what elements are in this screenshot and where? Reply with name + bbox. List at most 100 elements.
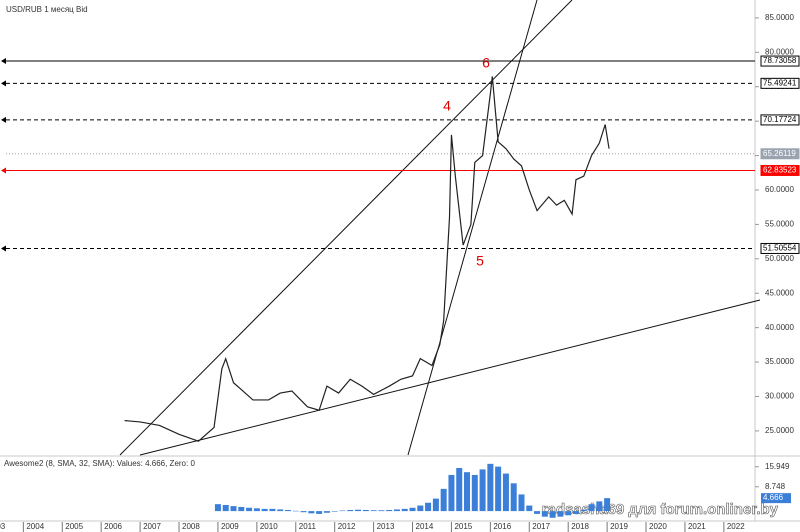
- x-tick-label: 2017: [532, 522, 550, 531]
- oscillator-bar: [417, 505, 424, 512]
- trend-line: [407, 0, 538, 456]
- oscillator-bar: [409, 507, 416, 512]
- trend-line: [139, 299, 761, 456]
- level-label: 78.73058: [763, 56, 797, 65]
- oscillator-bar: [479, 469, 486, 512]
- level-label-box: [760, 242, 800, 254]
- oscillator-bar: [565, 511, 572, 516]
- oscillator-bar: [284, 509, 291, 512]
- y-tick-label: 85.0000: [765, 13, 794, 22]
- x-tick-label: 2018: [571, 522, 589, 531]
- x-tick-label: 2014: [416, 522, 434, 531]
- oscillator-bar: [238, 506, 245, 512]
- oscillator-bar: [355, 509, 362, 512]
- oscillator-bar: [222, 504, 229, 512]
- level-arrow: [1, 80, 6, 87]
- x-tick-label: 2009: [221, 522, 239, 531]
- oscillator-bar: [580, 509, 587, 512]
- x-tick-label: 2012: [338, 522, 356, 531]
- wave-label: 4: [443, 98, 451, 114]
- oscillator-bar: [526, 505, 533, 512]
- oscillator-bar: [378, 510, 385, 512]
- oscillator-bar: [277, 509, 284, 512]
- level-label: 62.83523: [763, 166, 797, 175]
- x-tick-label: 2011: [299, 522, 317, 531]
- oscillator-bar: [502, 473, 509, 512]
- level-label: 51.50554: [763, 244, 797, 253]
- x-tick-label: 2006: [104, 522, 122, 531]
- oscillator-bar: [510, 483, 517, 512]
- y-tick-label: 35.0000: [765, 357, 794, 366]
- oscillator-bar: [393, 509, 400, 512]
- oscillator-bar: [386, 509, 393, 512]
- oscillator-bar: [316, 511, 323, 514]
- y-tick-label: 30.0000: [765, 392, 794, 401]
- oscillator-bar: [308, 511, 315, 514]
- value-label: 4.666: [763, 493, 784, 502]
- oscillator-bar: [362, 509, 369, 512]
- oscillator-bar: [440, 488, 447, 512]
- level-label-box: [760, 77, 800, 89]
- oscillator-bar: [596, 501, 603, 512]
- level-label: 75.49241: [763, 78, 797, 87]
- chart-title: USD/RUB 1 месяц Bid: [6, 5, 88, 14]
- oscillator-bar: [541, 511, 548, 517]
- oscillator-bar: [331, 511, 338, 512]
- oscillator-bar: [214, 504, 221, 512]
- wave-label: 5: [476, 253, 484, 269]
- y-tick-label: 80.0000: [765, 47, 794, 56]
- oscillator-bar: [339, 510, 346, 512]
- oscillator-bar: [557, 511, 564, 517]
- oscillator-bar: [572, 511, 579, 514]
- level-label-box: [760, 164, 800, 176]
- trend-line: [119, 0, 573, 456]
- x-tick-label: 2015: [454, 522, 472, 531]
- x-tick-label: 2022: [727, 522, 745, 531]
- indicator-title: Awesome2 (8, SMA, 32, SMA): Values: 4.66…: [4, 459, 195, 468]
- level-label: 70.17724: [763, 115, 797, 124]
- y-tick-label: 60.0000: [765, 185, 794, 194]
- x-tick-label: 2004: [26, 522, 44, 531]
- y-tick-label: 55.0000: [765, 220, 794, 229]
- x-tick-label: 2016: [493, 522, 511, 531]
- value-label-box: [761, 493, 791, 504]
- x-tick-label: 2020: [649, 522, 667, 531]
- oscillator-bar: [448, 474, 455, 512]
- x-tick-label: 2021: [688, 522, 706, 531]
- oscillator-bar: [534, 511, 541, 514]
- x-tick-label: 2007: [143, 522, 161, 531]
- oscillator-bar: [323, 511, 330, 513]
- price-line: [124, 76, 610, 442]
- oscillator-bar: [246, 507, 253, 512]
- x-tick-label: 2008: [182, 522, 200, 531]
- oscillator-bar: [370, 510, 377, 512]
- oscillator-bar: [604, 498, 611, 512]
- x-tick-label: 2005: [65, 522, 83, 531]
- oscillator-bar: [253, 508, 260, 512]
- oscillator-bar: [471, 474, 478, 512]
- y-tick-label: 45.0000: [765, 288, 794, 297]
- y-tick-label: 50.0000: [765, 254, 794, 263]
- oscillator-bar: [425, 502, 432, 512]
- wave-label: 6: [482, 55, 490, 71]
- level-label-box: [760, 55, 800, 67]
- oscillator-bar: [230, 506, 237, 512]
- y-tick-label: 8.748: [765, 482, 786, 491]
- oscillator-bar: [292, 510, 299, 512]
- level-label-box: [760, 148, 800, 160]
- level-arrow: [1, 167, 6, 174]
- oscillator-bar: [518, 494, 525, 512]
- x-tick-label: 2019: [610, 522, 628, 531]
- level-label-box: [760, 114, 800, 126]
- level-arrow: [1, 116, 6, 123]
- oscillator-bar: [432, 498, 439, 512]
- oscillator-bar: [549, 511, 556, 518]
- y-tick-label: 15.949: [765, 462, 790, 471]
- x-tick-label: 2003: [0, 522, 6, 531]
- y-tick-label: 40.0000: [765, 323, 794, 332]
- level-label: 65.26119: [763, 149, 796, 158]
- oscillator-bar: [261, 508, 268, 512]
- oscillator-bar: [464, 472, 471, 512]
